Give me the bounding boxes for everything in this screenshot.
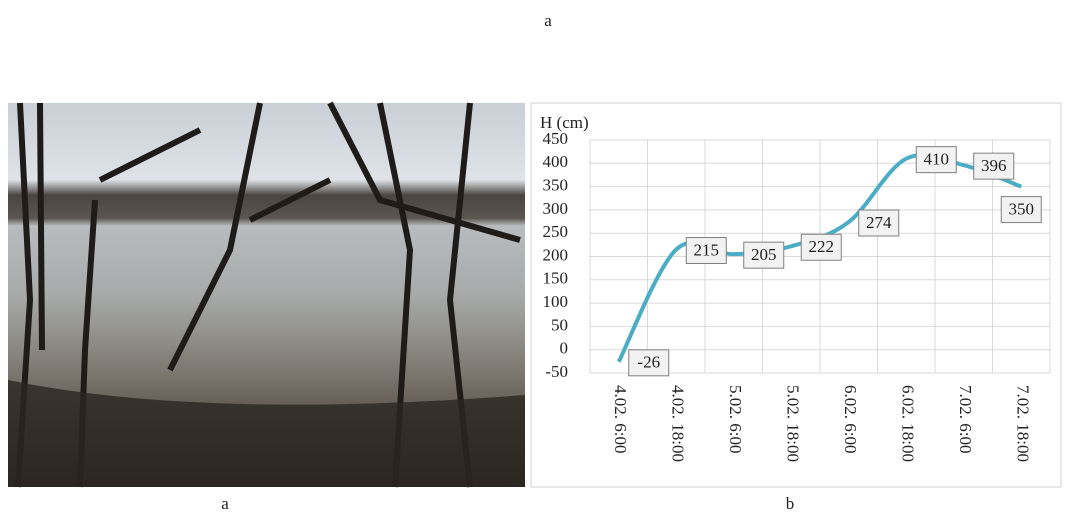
x-tick-label: 5.02. 18:00 (783, 385, 802, 462)
data-label: 410 (924, 150, 950, 169)
y-tick-label: -50 (545, 362, 568, 381)
y-tick-label: 250 (543, 222, 569, 241)
y-tick-label: 100 (543, 292, 569, 311)
data-label: 350 (1009, 200, 1035, 219)
y-tick-label: 350 (543, 176, 569, 195)
data-label: 274 (866, 213, 892, 232)
photo-caption: a (221, 494, 229, 513)
y-tick-label: 450 (543, 129, 569, 148)
y-tick-label: 0 (560, 339, 569, 358)
data-label: 396 (981, 156, 1007, 175)
x-tick-label: 4.02. 6:00 (611, 385, 630, 453)
y-tick-label: 300 (543, 199, 569, 218)
data-label: -26 (637, 353, 660, 372)
photo (8, 103, 525, 487)
x-tick-label: 4.02. 18:00 (668, 385, 687, 462)
data-label: 222 (809, 237, 835, 256)
data-label: 215 (694, 240, 720, 259)
figure: a a H (cm) b -50050100150200250300350400… (0, 0, 1065, 513)
y-tick-label: 400 (543, 152, 569, 171)
x-tick-label: 7.02. 6:00 (956, 385, 975, 453)
x-tick-label: 7.02. 18:00 (1013, 385, 1032, 462)
y-tick-label: 150 (543, 269, 569, 288)
data-label: 205 (751, 245, 777, 264)
x-tick-label: 5.02. 6:00 (726, 385, 745, 453)
x-tick-label: 6.02. 6:00 (841, 385, 860, 453)
page: a a H (cm) b -50050100150200250300350400… (0, 0, 1065, 513)
y-tick-label: 50 (551, 315, 568, 334)
top-caption: a (544, 11, 552, 30)
chart-caption: b (786, 494, 795, 513)
x-tick-label: 6.02. 18:00 (898, 385, 917, 462)
y-tick-label: 200 (543, 245, 569, 264)
